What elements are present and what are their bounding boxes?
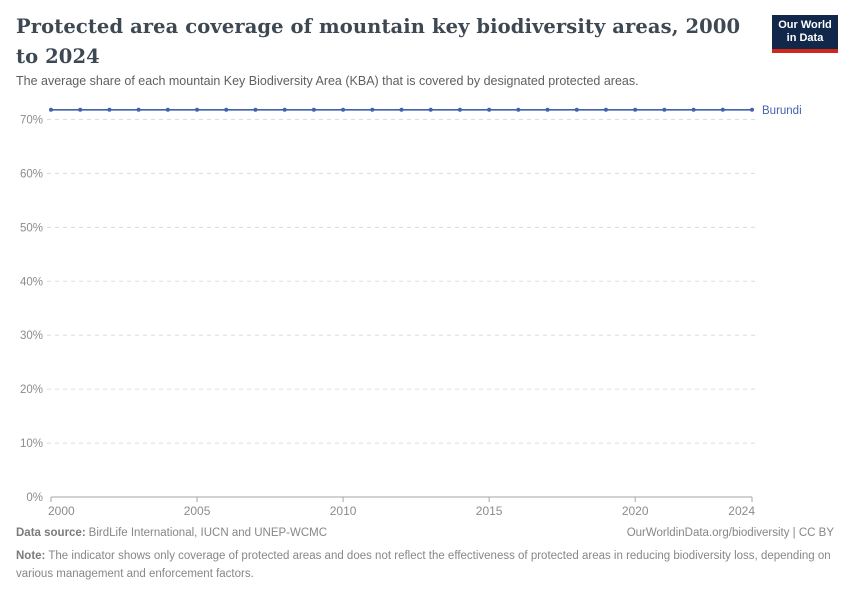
x-axis-tick-label: 2005	[184, 504, 211, 518]
data-point[interactable]	[691, 107, 696, 112]
data-point[interactable]	[574, 107, 579, 112]
x-axis-tick-label: 2015	[476, 504, 503, 518]
note-row: Note: The indicator shows only coverage o…	[16, 547, 836, 583]
data-point[interactable]	[516, 107, 521, 112]
attribution-link[interactable]: OurWorldinData.org/biodiversity | CC BY	[626, 527, 834, 539]
note-label: Note:	[16, 550, 46, 562]
data-point[interactable]	[107, 107, 112, 112]
data-point[interactable]	[282, 107, 287, 112]
data-point[interactable]	[457, 107, 462, 112]
owid-logo-line1: Our World	[778, 19, 832, 31]
y-axis-tick-label: 10%	[20, 438, 43, 450]
owid-logo[interactable]: Our World in Data	[772, 15, 838, 53]
page-title: Protected area coverage of mountain key …	[16, 15, 741, 68]
data-point[interactable]	[136, 107, 141, 112]
data-point[interactable]	[487, 107, 492, 112]
data-point[interactable]	[545, 107, 550, 112]
owid-logo-line2: in Data	[786, 32, 824, 44]
data-point[interactable]	[428, 107, 433, 112]
y-axis-tick-label: 70%	[20, 115, 43, 127]
data-point[interactable]	[78, 107, 83, 112]
data-point[interactable]	[633, 107, 638, 112]
sources-row: Data source: BirdLife International, IUCN…	[16, 527, 834, 539]
data-source: Data source: BirdLife International, IUCN…	[16, 527, 327, 539]
series-label-burundi[interactable]: Burundi	[762, 105, 802, 117]
data-point[interactable]	[370, 107, 375, 112]
data-point[interactable]	[662, 107, 667, 112]
y-axis-tick-label: 60%	[20, 168, 43, 180]
y-axis-tick-label: 50%	[20, 222, 43, 234]
data-point[interactable]	[165, 107, 170, 112]
y-axis-tick-label: 40%	[20, 276, 43, 288]
data-point[interactable]	[195, 107, 200, 112]
y-axis-tick-label: 0%	[26, 492, 43, 504]
data-source-label: Data source:	[16, 527, 86, 539]
data-point[interactable]	[311, 107, 316, 112]
data-point[interactable]	[341, 107, 346, 112]
x-axis-tick-label: 2024	[728, 504, 755, 518]
data-point[interactable]	[720, 107, 725, 112]
data-source-text: BirdLife International, IUCN and UNEP-WC…	[88, 527, 328, 539]
data-point[interactable]	[750, 107, 754, 112]
data-point[interactable]	[224, 107, 229, 112]
y-axis-tick-label: 20%	[20, 384, 43, 396]
chart-footer: Data source: BirdLife International, IUCN…	[16, 527, 834, 583]
y-axis-tick-label: 30%	[20, 330, 43, 342]
chart-subtitle: The average share of each mountain Key B…	[16, 74, 639, 88]
note-text: The indicator shows only coverage of pro…	[16, 550, 831, 580]
x-axis-tick-label: 2010	[330, 504, 357, 518]
x-axis-tick-label: 2000	[48, 504, 75, 518]
data-point[interactable]	[253, 107, 258, 112]
data-point[interactable]	[49, 107, 53, 112]
data-point[interactable]	[603, 107, 608, 112]
x-axis-tick-label: 2020	[622, 504, 649, 518]
data-point[interactable]	[399, 107, 404, 112]
series-markers-burundi[interactable]	[49, 107, 754, 112]
